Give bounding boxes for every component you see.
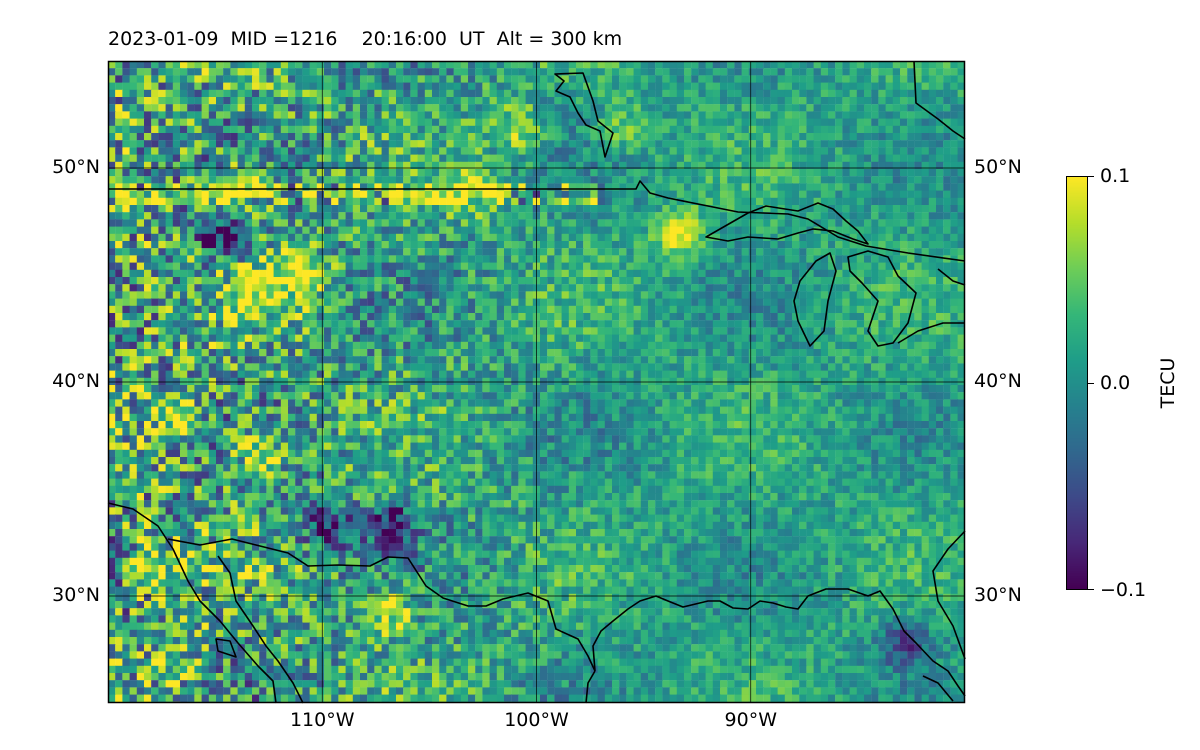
colorbar-tick-label: −0.1: [1100, 579, 1147, 601]
colorbar-tick: [1088, 176, 1094, 177]
lon-tick-label: 100°W: [504, 709, 569, 731]
northeast-coast: [913, 60, 966, 140]
map-panel: [107, 60, 966, 704]
lake-huron: [847, 250, 917, 347]
us-mexico-border: [167, 538, 596, 672]
colorbar-tick-label: 0.1: [1100, 165, 1131, 187]
gridlines: [108, 61, 965, 703]
lake-superior: [705, 202, 869, 245]
pacific-coast: [107, 502, 277, 704]
lake-ontario: [937, 268, 966, 286]
lat-tick-label-right: 30°N: [974, 584, 1022, 606]
colorbar: [1066, 176, 1088, 590]
map-title: 2023-01-09 MID =1216 20:16:00 UT Alt = 3…: [108, 28, 623, 50]
gulf-of-california: [217, 555, 304, 704]
us-canada-border: [108, 180, 966, 262]
lat-tick-label-left: 30°N: [52, 584, 100, 606]
lat-tick-label-right: 40°N: [974, 370, 1022, 392]
lon-tick-label: 110°W: [289, 709, 355, 731]
lake-michigan: [793, 252, 837, 347]
lat-tick-label-right: 50°N: [974, 156, 1022, 178]
lat-tick-label-left: 40°N: [52, 370, 100, 392]
colorbar-tick: [1088, 589, 1094, 590]
colorbar-tick: [1088, 383, 1094, 384]
map-frame: [107, 60, 966, 704]
map-overlay: [107, 60, 966, 704]
hudson-bay-coast: [554, 72, 614, 158]
lat-tick-label-left: 50°N: [52, 156, 100, 178]
colorbar-tick-label: 0.0: [1100, 372, 1131, 394]
cuba-fragment: [922, 675, 954, 702]
gulf-coast: [592, 588, 966, 697]
colorbar-label: TECU: [1157, 357, 1179, 409]
mexico-gulf-coast: [585, 670, 596, 704]
lake-erie: [897, 322, 965, 344]
coastlines-and-borders: [107, 60, 966, 704]
baja-tip: [215, 638, 237, 658]
florida-east-coast: [932, 530, 966, 660]
lon-tick-label: 90°W: [724, 709, 777, 731]
